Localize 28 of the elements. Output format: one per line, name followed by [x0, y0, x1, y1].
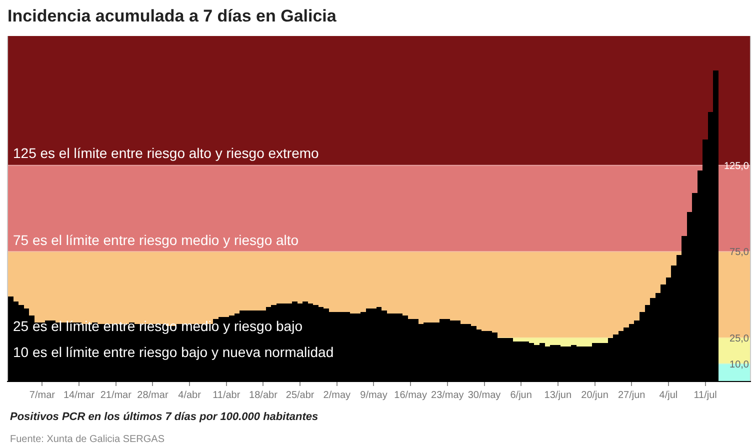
x-tick-label: 6/jun: [510, 390, 532, 401]
x-tick-label: 27/jun: [618, 390, 646, 401]
x-tick-label: 7/mar: [29, 390, 56, 401]
y-tick-label: 25,0: [730, 333, 750, 344]
source-note: Fuente: Xunta de Galicia SERGAS: [10, 434, 165, 445]
x-tick-label: 4/abr: [178, 390, 202, 401]
ref-line-label: 10 es el límite entre riesgo bajo y nueva normalidad: [13, 344, 334, 360]
ref-line-label: 125 es el límite entre riesgo alto y riesgo extremo: [13, 145, 320, 161]
x-tick-label: 28/mar: [137, 390, 169, 401]
x-tick-label: 21/mar: [100, 390, 132, 401]
text: Positivos PCR en los últimos 7 días por 100.000 habitantes: [10, 411, 318, 423]
x-tick-label: 30/may: [468, 390, 501, 401]
x-tick-label: 11/jul: [694, 390, 717, 401]
chart-title: Incidencia acumulada a 7 días en Galicia: [8, 6, 337, 26]
x-tick-label: 11/abr: [212, 390, 241, 401]
x-tick-label: 4/jul: [659, 390, 678, 401]
x-tick-label: 9/may: [360, 390, 388, 401]
ref-line-label: 75 es el límite entre riesgo medio y riesgo alto: [13, 232, 299, 248]
x-tick-label: 25/abr: [286, 390, 315, 401]
x-tick-label: 16/may: [394, 390, 427, 401]
x-tick-label: 20/jun: [581, 390, 608, 401]
y-tick-label: 75,0: [730, 247, 750, 258]
x-tick-label: 23/may: [431, 390, 464, 401]
x-tick-label: 14/mar: [63, 390, 96, 401]
x-tick-label: 18/abr: [249, 390, 278, 401]
x-tick-label: 13/jun: [544, 390, 572, 401]
y-tick-label: 10,0: [730, 359, 750, 370]
x-tick-label: 2/may: [323, 390, 351, 401]
